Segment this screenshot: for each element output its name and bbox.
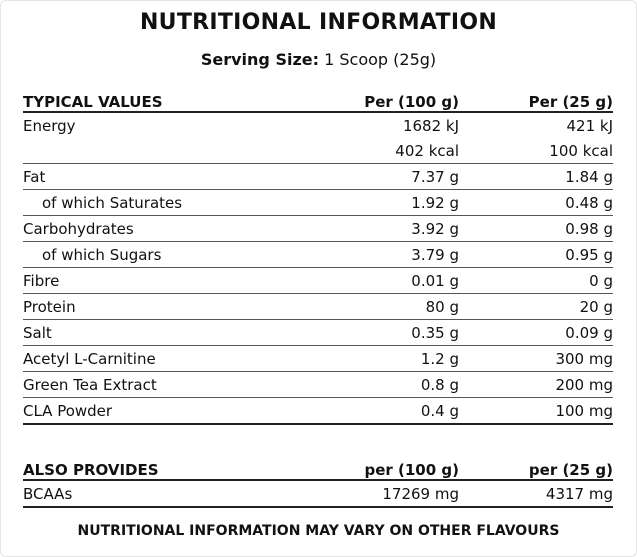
page-title: NUTRITIONAL INFORMATION (139, 10, 498, 35)
row-per-25g: 20 g (579, 297, 613, 316)
header-per-25g: Per (25 g) (528, 93, 613, 111)
row-name: of which Sugars (42, 245, 162, 264)
row-per-100g: 1.2 g (420, 349, 459, 368)
row-per-25g: 4317 mg (545, 484, 613, 503)
table-row: Carbohydrates 3.92 g 0.98 g (23, 216, 613, 242)
table-row: Energy 1682 kJ 421 kJ (23, 113, 613, 138)
row-per-100g: 3.92 g (411, 219, 459, 238)
row-name: of which Saturates (42, 193, 183, 212)
row-per-100g: 17269 mg (382, 484, 459, 503)
table-row: Protein 80 g 20 g (23, 294, 613, 320)
row-name: Acetyl L-Carnitine (23, 349, 156, 368)
row-per-100g: 0.8 g (420, 375, 459, 394)
row-per-25g: 100 mg (555, 401, 613, 420)
row-per-25g: 300 mg (555, 349, 613, 368)
serving-size-value: 1 Scoop (25g) (324, 50, 437, 69)
serving-size: Serving Size: 1 Scoop (25g) (0, 50, 637, 69)
serving-size-label: Serving Size: (200, 50, 320, 69)
table-row: CLA Powder 0.4 g 100 mg (23, 398, 613, 425)
row-per-25g: 0.98 g (565, 219, 613, 238)
row-per-25g: 0 g (589, 271, 613, 290)
row-per-100g: 80 g (425, 297, 459, 316)
row-per-25g: 0.95 g (565, 245, 613, 264)
row-per-25g: 100 kcal (549, 141, 613, 160)
table-row: of which Saturates 1.92 g 0.48 g (23, 190, 613, 216)
header-per-100g: per (100 g) (364, 461, 459, 479)
typical-values-header: TYPICAL VALUES Per (100 g) Per (25 g) (23, 87, 613, 113)
row-per-100g: 0.4 g (420, 401, 459, 420)
also-provides-table: ALSO PROVIDES per (100 g) per (25 g) BCA… (23, 455, 613, 508)
table-row: Green Tea Extract 0.8 g 200 mg (23, 372, 613, 398)
row-name: Fat (23, 167, 46, 186)
row-per-100g: 3.79 g (411, 245, 459, 264)
table-row: Acetyl L-Carnitine 1.2 g 300 mg (23, 346, 613, 372)
header-per-100g: Per (100 g) (364, 93, 459, 111)
typical-values-table: TYPICAL VALUES Per (100 g) Per (25 g) En… (23, 87, 613, 425)
table-row: Fat 7.37 g 1.84 g (23, 164, 613, 190)
table-row: Salt 0.35 g 0.09 g (23, 320, 613, 346)
row-name: Carbohydrates (23, 219, 134, 238)
header-name: TYPICAL VALUES (23, 93, 163, 111)
row-name: Energy (23, 116, 76, 135)
row-per-100g: 7.37 g (411, 167, 459, 186)
footer-note: NUTRITIONAL INFORMATION MAY VARY ON OTHE… (77, 523, 560, 539)
table-row: BCAAs 17269 mg 4317 mg (23, 481, 613, 508)
table-row: of which Sugars 3.79 g 0.95 g (23, 242, 613, 268)
also-provides-header: ALSO PROVIDES per (100 g) per (25 g) (23, 455, 613, 481)
row-per-25g: 200 mg (555, 375, 613, 394)
row-per-25g: 0.48 g (565, 193, 613, 212)
table-row: Fibre 0.01 g 0 g (23, 268, 613, 294)
row-per-25g: 1.84 g (565, 167, 613, 186)
row-per-100g: 1682 kJ (402, 116, 459, 135)
row-per-100g: 0.35 g (411, 323, 459, 342)
row-name: Green Tea Extract (23, 375, 157, 394)
table-row: 402 kcal 100 kcal (23, 138, 613, 164)
row-name: BCAAs (23, 484, 73, 503)
row-name: CLA Powder (23, 401, 113, 420)
header-name: ALSO PROVIDES (23, 461, 159, 479)
row-per-100g: 0.01 g (411, 271, 459, 290)
row-per-25g: 421 kJ (566, 116, 613, 135)
row-per-100g: 402 kcal (395, 141, 459, 160)
row-per-100g: 1.92 g (411, 193, 459, 212)
row-name: Salt (23, 323, 52, 342)
row-name: Protein (23, 297, 76, 316)
row-name: Fibre (23, 271, 60, 290)
header-per-25g: per (25 g) (528, 461, 613, 479)
row-per-25g: 0.09 g (565, 323, 613, 342)
